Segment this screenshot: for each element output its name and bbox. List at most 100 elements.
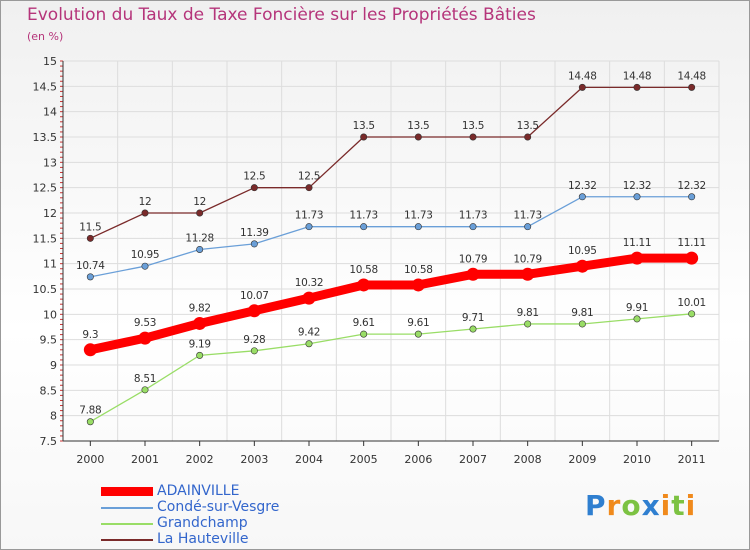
- data-label: 11.11: [623, 237, 652, 249]
- proxiti-logo: Proxiti: [585, 489, 696, 522]
- data-point: [250, 347, 258, 355]
- data-label: 10.58: [404, 264, 433, 276]
- y-tick-label: 10.5: [33, 283, 58, 296]
- data-point: [414, 133, 422, 141]
- data-point: [141, 386, 149, 394]
- legend-label: Grandchamp: [157, 515, 248, 531]
- data-label: 9.81: [571, 307, 593, 319]
- data-point: [521, 267, 535, 281]
- data-point: [83, 343, 97, 357]
- logo-letter: i: [685, 489, 697, 522]
- data-label: 9.81: [517, 307, 539, 319]
- data-point: [196, 209, 204, 217]
- y-tick-label: 15: [43, 55, 57, 68]
- data-label: 12.5: [298, 171, 320, 183]
- data-point: [86, 273, 94, 281]
- y-tick-label: 14.5: [33, 80, 58, 93]
- data-point: [247, 304, 261, 318]
- data-point: [305, 340, 313, 348]
- data-label: 11.73: [404, 210, 433, 222]
- y-tick-label: 9: [50, 359, 57, 372]
- data-point: [86, 418, 94, 426]
- y-tick-label: 12.5: [33, 182, 58, 195]
- data-point: [196, 351, 204, 359]
- data-point: [138, 331, 152, 345]
- data-label: 9.61: [407, 317, 429, 329]
- data-point: [302, 291, 316, 305]
- series-line: [90, 86, 692, 239]
- data-point: [575, 259, 589, 273]
- legend-label: ADAINVILLE: [157, 483, 240, 499]
- data-point: [633, 315, 641, 323]
- data-label: 10.32: [295, 277, 324, 289]
- data-point: [578, 83, 586, 91]
- data-label: 12.32: [677, 180, 706, 192]
- data-label: 9.42: [298, 327, 320, 339]
- y-tick-label: 7.5: [40, 435, 58, 448]
- data-point: [357, 278, 371, 292]
- y-tick-label: 11: [43, 258, 57, 271]
- data-point: [305, 184, 313, 192]
- data-label: 9.61: [353, 317, 375, 329]
- x-tick-label: 2000: [76, 453, 104, 466]
- data-label: 11.28: [185, 232, 214, 244]
- data-point: [360, 330, 368, 338]
- y-tick-label: 12: [43, 207, 57, 220]
- data-label: 9.19: [189, 338, 211, 350]
- x-tick-label: 2004: [295, 453, 323, 466]
- data-point: [141, 262, 149, 270]
- data-point: [466, 267, 480, 281]
- data-label: 11.73: [513, 210, 542, 222]
- data-label: 10.58: [349, 264, 378, 276]
- data-point: [86, 234, 94, 242]
- data-label: 9.82: [189, 302, 211, 314]
- data-point: [360, 223, 368, 231]
- data-label: 11.5: [79, 221, 101, 233]
- data-point: [414, 223, 422, 231]
- x-tick-label: 2010: [623, 453, 651, 466]
- data-label: 12.5: [243, 171, 265, 183]
- series-line: [90, 313, 692, 423]
- x-tick-label: 2011: [678, 453, 706, 466]
- data-point: [360, 133, 368, 141]
- legend-swatch-la-hauteville: [101, 539, 153, 541]
- data-label: 9.71: [462, 312, 484, 324]
- series-line: [90, 196, 692, 278]
- data-point: [633, 83, 641, 91]
- x-tick-label: 2001: [131, 453, 159, 466]
- data-point: [688, 193, 696, 201]
- data-point: [414, 330, 422, 338]
- data-point: [578, 193, 586, 201]
- data-point: [578, 320, 586, 328]
- data-point: [193, 316, 207, 330]
- data-label: 9.53: [134, 317, 156, 329]
- data-label: 9.3: [82, 329, 98, 341]
- data-label: 10.79: [513, 253, 542, 265]
- data-label: 13.5: [407, 120, 429, 132]
- data-point: [524, 320, 532, 328]
- data-label: 10.74: [76, 260, 105, 272]
- data-point: [411, 278, 425, 292]
- logo-letter: o: [621, 489, 642, 522]
- x-tick-label: 2006: [404, 453, 432, 466]
- data-point: [469, 325, 477, 333]
- data-label: 14.48: [623, 70, 652, 82]
- data-point: [305, 223, 313, 231]
- chart-subtitle: (en %): [27, 30, 64, 43]
- data-point: [524, 223, 532, 231]
- logo-letter: i: [660, 489, 672, 522]
- data-point: [688, 310, 696, 318]
- y-tick-label: 10: [43, 308, 57, 321]
- data-label: 10.95: [568, 245, 597, 257]
- y-tick-label: 8.5: [40, 384, 58, 397]
- data-label: 12.32: [623, 180, 652, 192]
- data-point: [688, 83, 696, 91]
- data-point: [469, 133, 477, 141]
- data-point: [469, 223, 477, 231]
- x-tick-label: 2002: [186, 453, 214, 466]
- logo-letter: r: [606, 489, 622, 522]
- data-label: 7.88: [79, 405, 101, 417]
- data-point: [250, 240, 258, 248]
- legend-swatch-grandchamp: [101, 523, 153, 525]
